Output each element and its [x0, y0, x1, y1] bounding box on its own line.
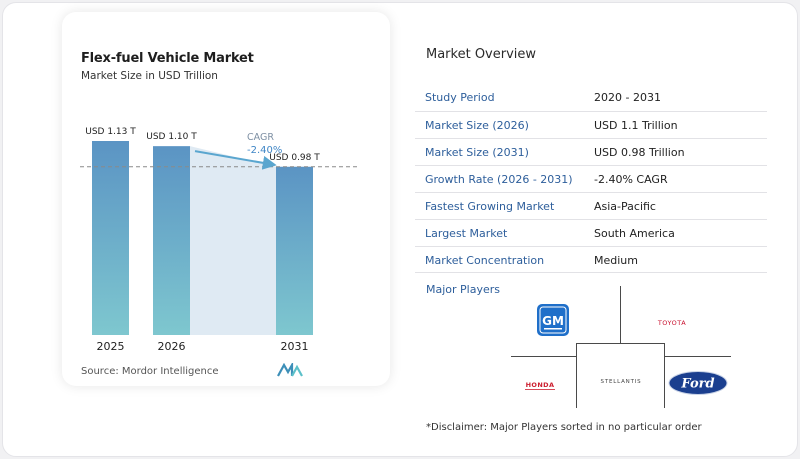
overview-value: -2.40% CAGR	[594, 173, 668, 186]
overview-table: Study Period 2020 - 2031 Market Size (20…	[415, 84, 767, 273]
overview-row: Market Size (2026) USD 1.1 Trillion	[415, 111, 767, 138]
data-label: USD 0.98 T	[269, 153, 320, 163]
overview-row: Market Size (2031) USD 0.98 Trillion	[415, 138, 767, 165]
bar	[92, 141, 129, 335]
overview-label: Fastest Growing Market	[425, 200, 555, 213]
chart-title: Flex-fuel Vehicle Market	[81, 51, 254, 66]
cagr-label: CAGR	[247, 132, 274, 143]
overview-label: Largest Market	[425, 227, 508, 240]
honda-logo-text: HONDA	[526, 381, 555, 389]
overview-value: USD 0.98 Trillion	[594, 146, 685, 159]
toyota-logo-icon: TOYOTA	[652, 313, 692, 332]
gm-logo-icon: GM	[536, 303, 570, 341]
ford-logo-icon: Ford	[667, 370, 729, 400]
tick-label: 2025	[97, 340, 125, 353]
honda-logo-icon: HONDA	[517, 377, 563, 396]
data-label: USD 1.13 T	[85, 127, 136, 137]
overview-label: Market Size (2031)	[425, 146, 529, 159]
overview-value: 2020 - 2031	[594, 91, 661, 104]
tick-label: 2031	[281, 340, 309, 353]
overview-label: Growth Rate (2026 - 2031)	[425, 173, 573, 186]
overview-row: Study Period 2020 - 2031	[415, 84, 767, 111]
grid-divider	[620, 286, 621, 344]
data-label: USD 1.10 T	[146, 132, 197, 142]
cagr-value: -2.40%	[247, 145, 282, 156]
disclaimer-note: *Disclaimer: Major Players sorted in no …	[426, 422, 702, 433]
overview-row: Market Concentration Medium	[415, 246, 767, 273]
overview-title: Market Overview	[426, 47, 537, 62]
overview-row: Growth Rate (2026 - 2031) -2.40% CAGR	[415, 165, 767, 192]
ford-logo-text: Ford	[680, 377, 714, 392]
tick-label: 2026	[158, 340, 186, 353]
grid-divider	[664, 343, 665, 408]
bar	[276, 166, 313, 335]
stellantis-logo-text: STELLANTIS	[601, 379, 642, 385]
grid-divider	[576, 343, 577, 408]
overview-row: Largest Market South America	[415, 219, 767, 246]
overview-label: Market Concentration	[425, 254, 545, 267]
overview-value: USD 1.1 Trillion	[594, 119, 678, 132]
overview-value: Medium	[594, 254, 638, 267]
overview-divider	[415, 272, 767, 273]
major-players-label: Major Players	[426, 283, 500, 296]
grid-divider	[665, 356, 731, 357]
overview-label: Study Period	[425, 91, 495, 104]
gm-logo-text: GM	[542, 314, 564, 328]
grid-divider	[576, 343, 665, 344]
overview-row: Fastest Growing Market Asia-Pacific	[415, 192, 767, 219]
cagr-area	[190, 146, 276, 335]
overview-value: Asia-Pacific	[594, 200, 656, 213]
stellantis-logo-icon: STELLANTIS	[595, 372, 647, 391]
bar	[153, 146, 190, 335]
mordor-logo-icon	[277, 363, 303, 377]
grid-divider	[511, 356, 577, 357]
cagr-arrow	[194, 150, 277, 170]
source-note: Source: Mordor Intelligence	[81, 366, 219, 377]
chart-subtitle: Market Size in USD Trillion	[81, 70, 218, 82]
overview-label: Market Size (2026)	[425, 119, 529, 132]
toyota-logo-text: TOYOTA	[657, 319, 686, 327]
overview-value: South America	[594, 227, 675, 240]
